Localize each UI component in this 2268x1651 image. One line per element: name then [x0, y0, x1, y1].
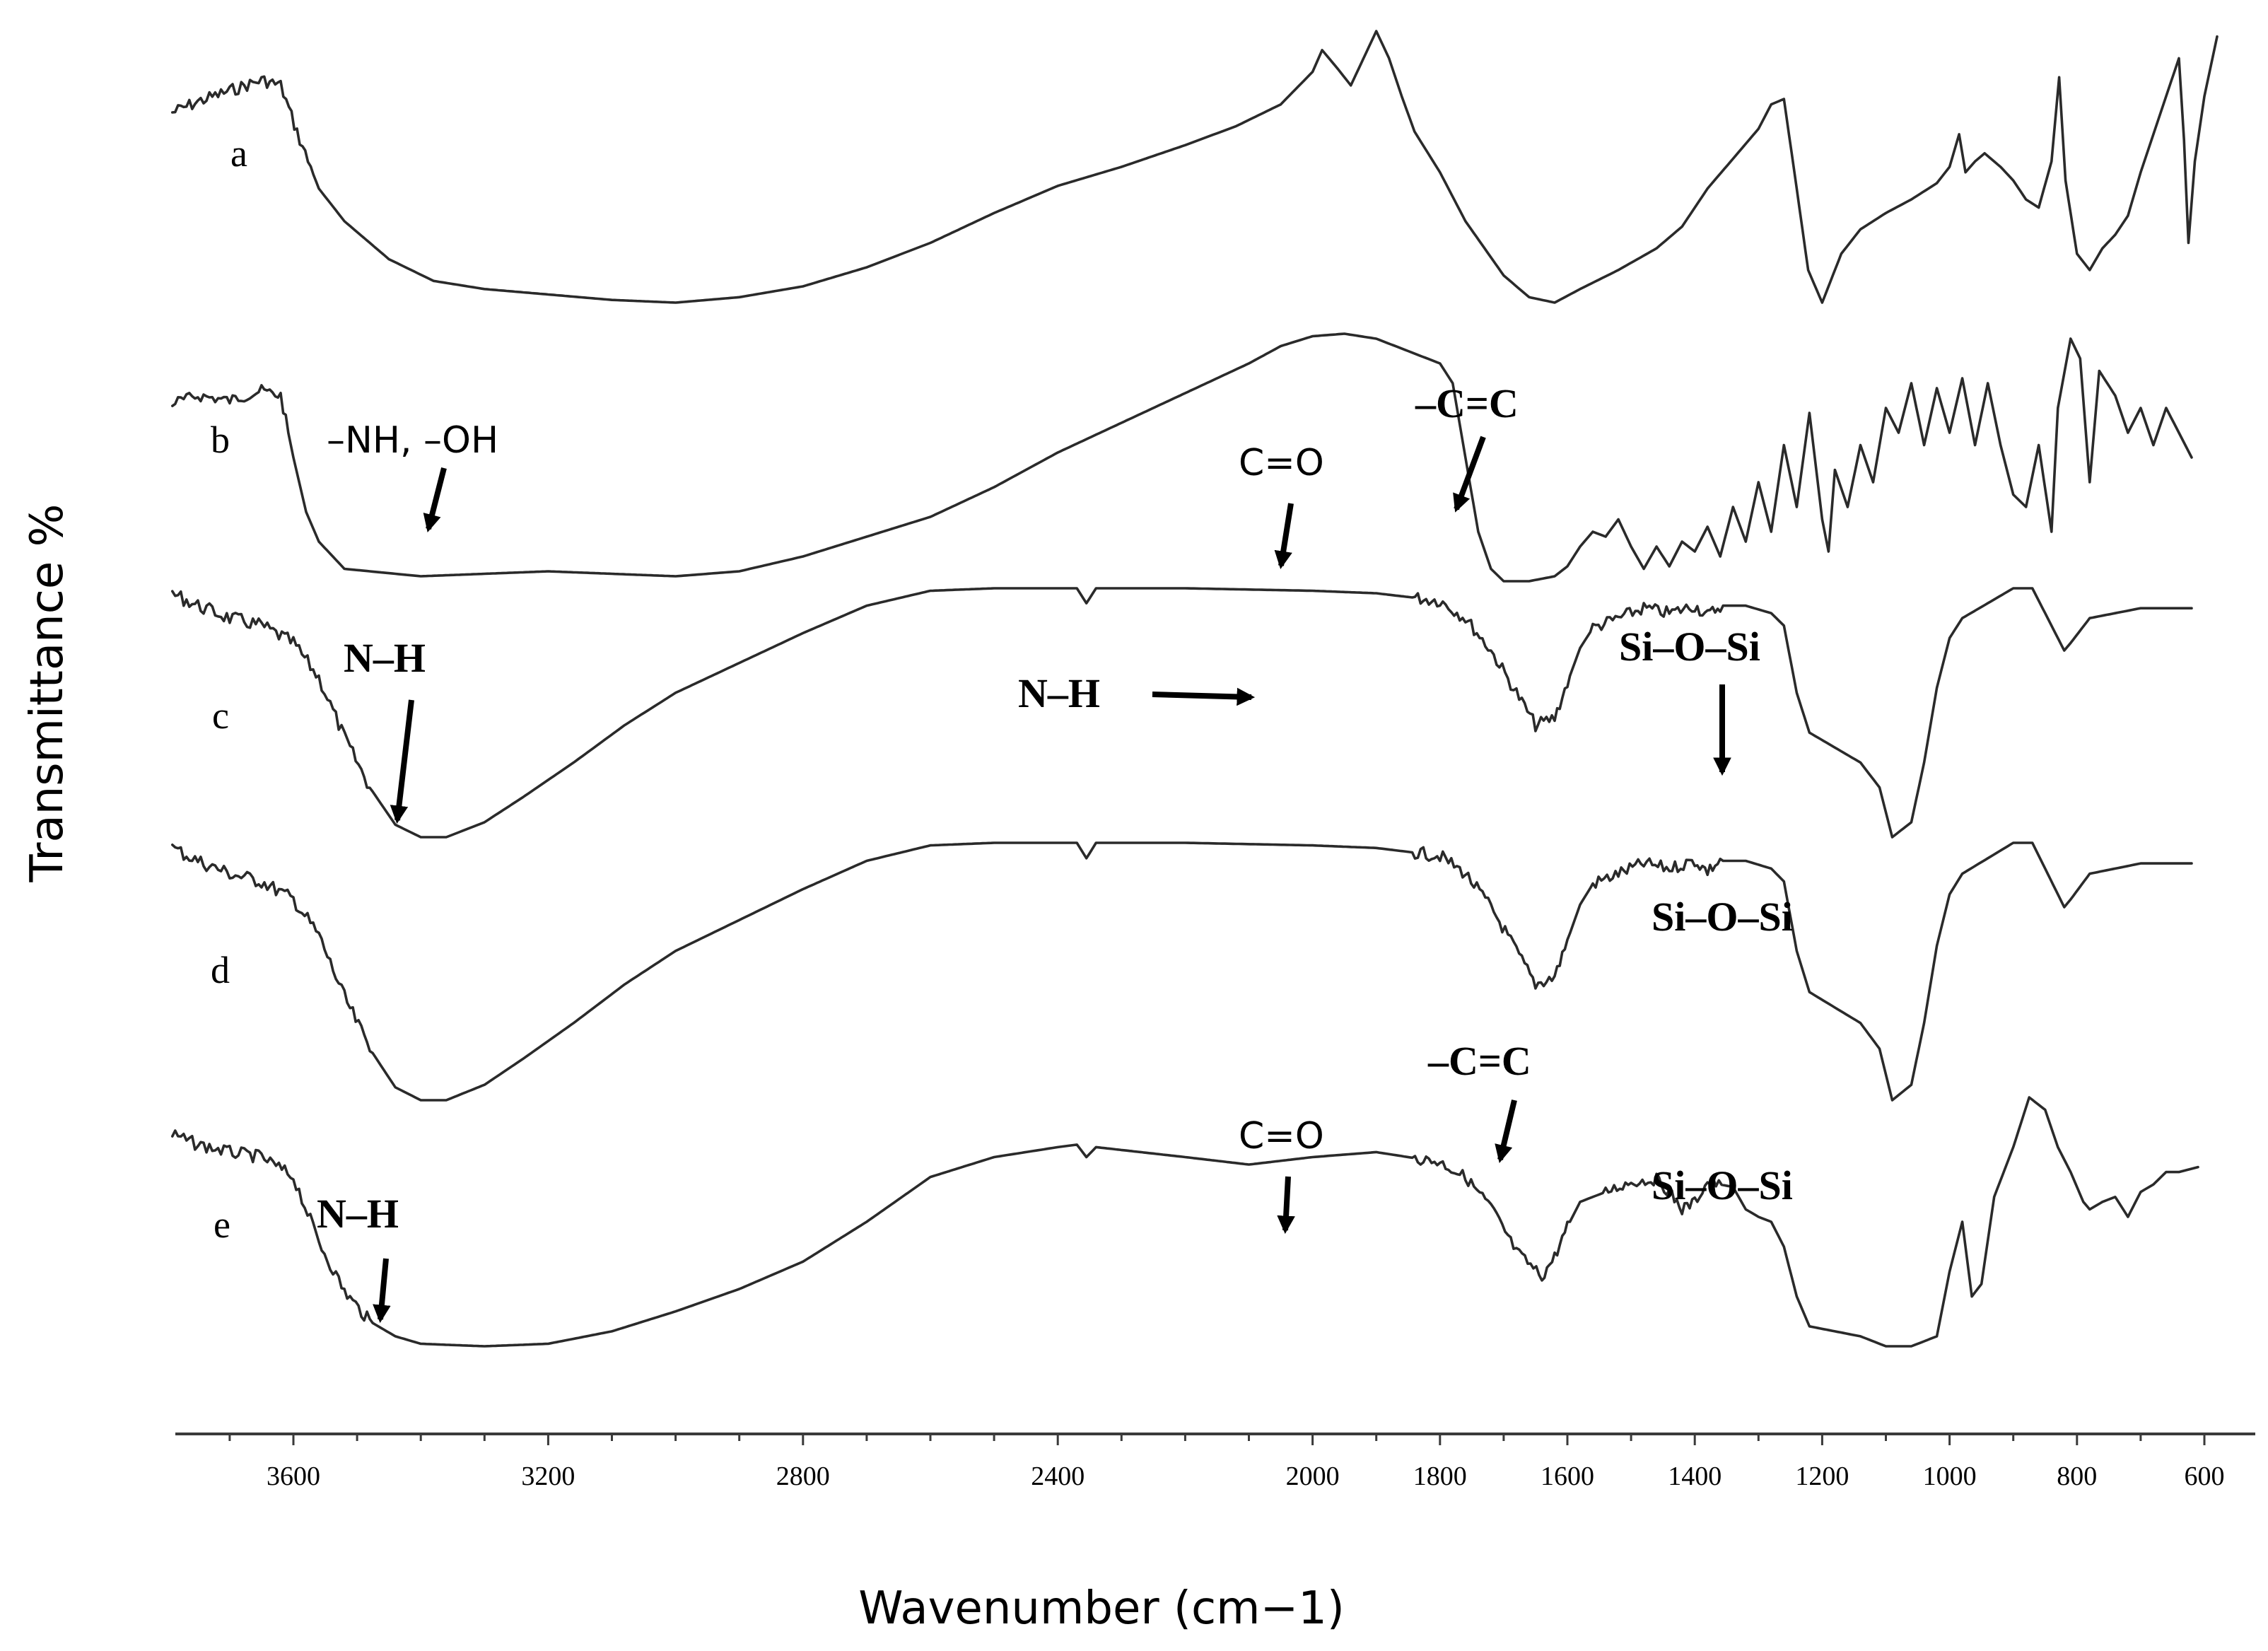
series-trace-d — [171, 841, 2193, 1102]
x-tick-label-2400: 2400 — [1031, 1462, 1085, 1491]
annotation-nh-oh-b: –NH, –OH — [327, 419, 498, 462]
annotation-nh-c-left: N–H — [344, 635, 426, 681]
series-label-d: d — [211, 949, 230, 991]
arrow-cc-e — [1495, 1099, 1517, 1163]
x-tick-label-1200: 1200 — [1795, 1462, 1849, 1491]
series-label-b: b — [211, 419, 230, 461]
series-label-a: a — [230, 132, 247, 175]
y-axis-title: Transmittance % — [21, 504, 74, 883]
x-tick-label-600: 600 — [2185, 1462, 2225, 1491]
annotation-sios-c: Si–O–Si — [1619, 624, 1760, 670]
annotation-cc-b: –C=C — [1415, 380, 1519, 426]
annotation-co-b: C=O — [1239, 442, 1324, 484]
x-tick-label-2000: 2000 — [1286, 1462, 1340, 1491]
arrow-cc-b — [1453, 436, 1486, 513]
x-tick-label-3600: 3600 — [267, 1462, 320, 1491]
series-trace-e — [171, 1096, 2199, 1348]
arrow-nh-e — [373, 1258, 391, 1324]
x-tick-label-1400: 1400 — [1668, 1462, 1722, 1491]
series-labels: a b c d e — [211, 132, 247, 1246]
x-tick-label-1000: 1000 — [1923, 1462, 1977, 1491]
x-tick-label-1800: 1800 — [1413, 1462, 1467, 1491]
annotation-co-e: C=O — [1239, 1115, 1324, 1157]
annotation-nh-c-mid: N–H — [1018, 670, 1100, 716]
annotation-sios-e: Si–O–Si — [1652, 1162, 1793, 1208]
x-tick-label-2800: 2800 — [776, 1462, 830, 1491]
x-axis: 3600 3200 2800 2400 2000 1800 1600 1400 1200 1000… — [175, 1433, 2255, 1491]
series-label-c: c — [212, 694, 229, 737]
annotations: –NH, –OH C=O –C=C N–H N–H Si–O–Si Si–O–S… — [317, 380, 1793, 1324]
arrow-nh-oh-b — [423, 467, 447, 532]
arrow-co-b — [1274, 503, 1294, 570]
annotation-nh-e: N–H — [317, 1191, 399, 1237]
arrow-nh-c-mid — [1152, 687, 1256, 706]
annotation-cc-e: –C=C — [1427, 1038, 1531, 1084]
x-axis-title: Wavenumber (cm−1) — [858, 1582, 1345, 1635]
traces-group — [171, 30, 2219, 1348]
x-tick-label-800: 800 — [2057, 1462, 2097, 1491]
arrow-co-e — [1277, 1176, 1295, 1235]
series-trace-c — [171, 587, 2193, 839]
x-tick-label-3200: 3200 — [521, 1462, 575, 1491]
series-trace-b — [171, 332, 2193, 583]
series-trace-a — [171, 30, 2219, 304]
annotation-sios-d: Si–O–Si — [1652, 894, 1793, 940]
arrow-nh-c-left — [390, 699, 414, 824]
series-label-e: e — [214, 1203, 230, 1246]
x-tick-label-1600: 1600 — [1541, 1462, 1594, 1491]
